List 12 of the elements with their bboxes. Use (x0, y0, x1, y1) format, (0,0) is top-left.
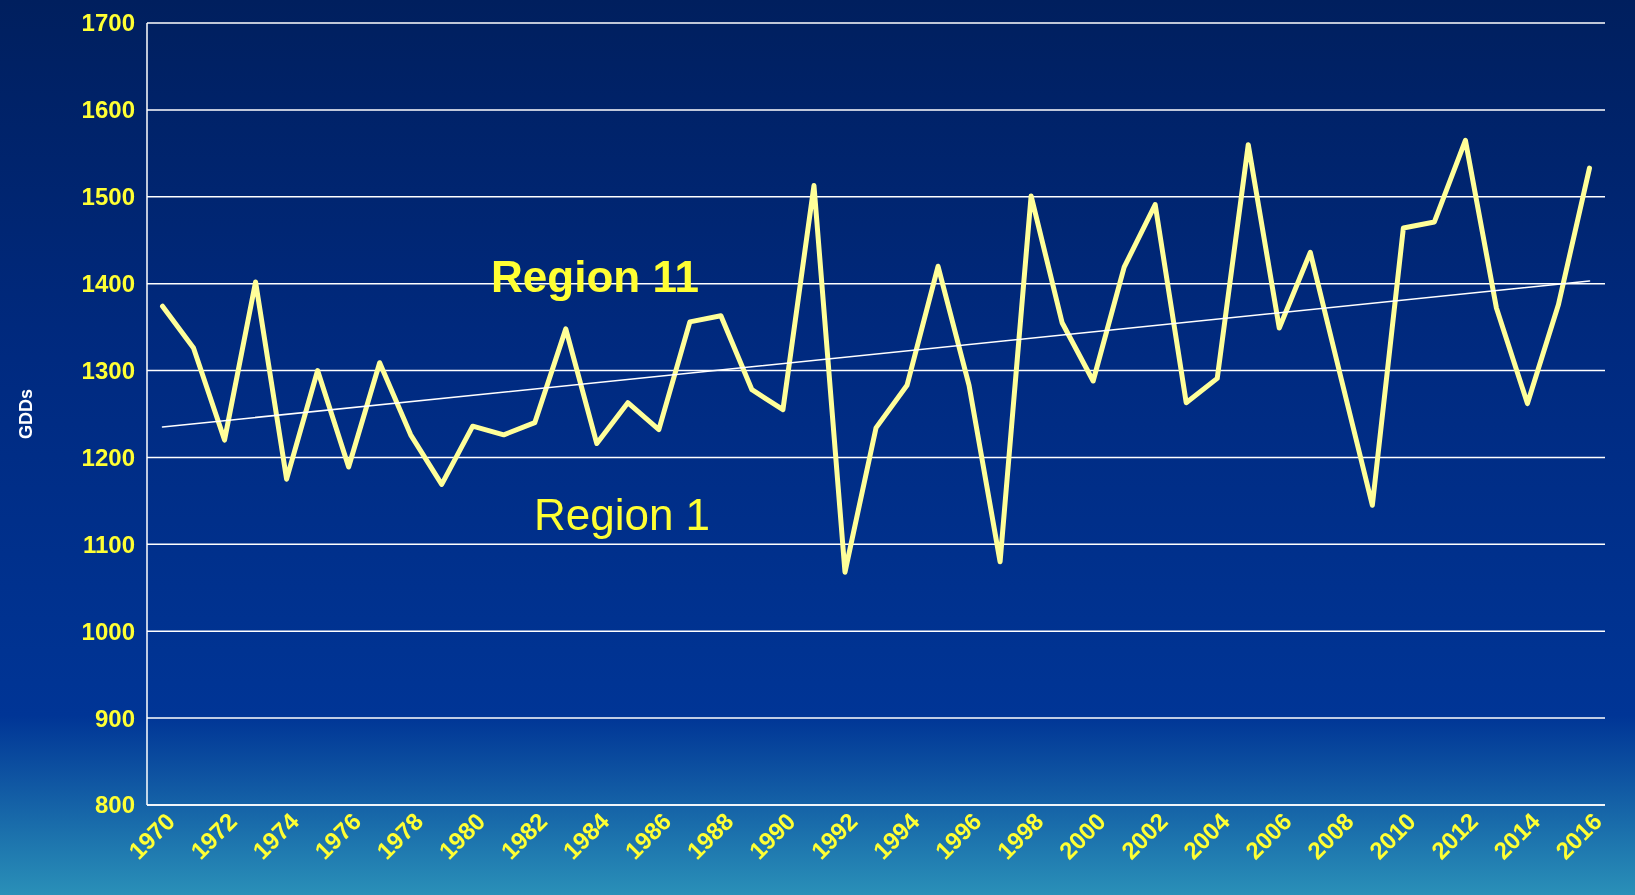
y-tick-label: 1100 (82, 530, 135, 558)
y-tick-label: 800 (94, 791, 135, 819)
y-tick-label: 1600 (81, 96, 135, 124)
y-axis-title: GDDs (16, 388, 36, 440)
y-tick-label: 1000 (81, 617, 135, 645)
y-tick-label: 900 (94, 704, 135, 732)
annotation: Region 1 (533, 490, 711, 539)
y-tick-label: 1400 (81, 270, 135, 298)
y-tick-label: 1300 (81, 356, 135, 384)
y-tick-label: 1700 (81, 9, 135, 37)
y-tick-label: 1200 (81, 443, 135, 471)
y-tick-label: 1500 (81, 183, 135, 211)
